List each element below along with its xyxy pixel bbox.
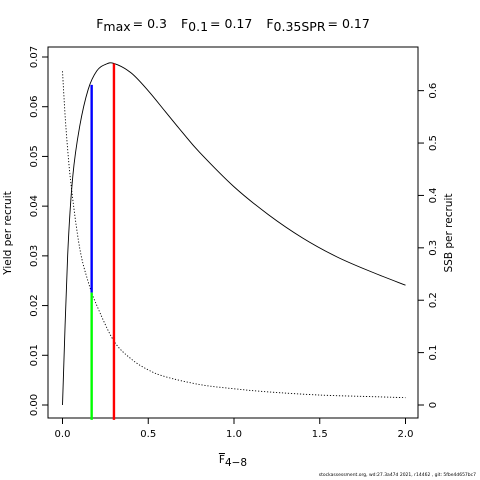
y-axis-left: 0.00 0.01 0.02 0.03 0.04 0.05 0.06 0.07 [29,46,48,416]
chart-title: Fmax = 0.3 F0.1 = 0.17 F0.35SPR = 0.17 [96,16,370,34]
x-tick-label: 1.0 [226,429,242,440]
plot-area [47,46,419,420]
y-right-tick-label: 0.2 [428,292,439,308]
x-tick-label: 1.5 [312,429,328,440]
title-subscript: max [103,19,130,34]
x-label-subscript: 4−8 [225,457,247,469]
x-axis: 0.0 0.5 1.0 1.5 2.0 [55,418,414,440]
title-value: = 0.3 [133,16,167,31]
x-tick-label: 2.0 [398,429,414,440]
y-right-tick-label: 0.3 [428,240,439,256]
yield-per-recruit-line [62,62,406,406]
y-left-tick-label: 0.03 [29,245,40,267]
x-tick-label: 0.0 [55,429,71,440]
title-value: = 0.17 [210,16,252,31]
y-axis-right: 0 0.1 0.2 0.3 0.4 0.5 0.6 [418,83,439,408]
y-left-tick-label: 0.01 [29,344,40,366]
y-axis-label-right: SSB per recruit [443,194,455,273]
title-part: F [181,16,188,31]
y-right-tick-label: 0 [428,402,439,408]
y-left-tick-label: 0.00 [29,394,40,416]
plot-frame [47,46,419,419]
y-right-tick-label: 0.4 [428,187,439,203]
x-tick-label: 0.5 [140,429,156,440]
y-axis-label-left: Yield per recruit [2,191,14,275]
y-left-tick-label: 0.04 [29,195,40,217]
x-axis-label: F4−8 [219,454,247,469]
title-value: = 0.17 [328,16,370,31]
y-left-tick-label: 0.06 [29,96,40,118]
footer-text: stockassessment.org, wd:27.3a47d 2021, r… [318,473,476,478]
title-subscript: 0.35SPR [274,19,326,34]
y-right-tick-label: 0.5 [428,135,439,151]
y-left-tick-label: 0.02 [29,294,40,316]
title-part: F [96,16,103,31]
title-subscript: 0.1 [188,19,208,34]
y-left-tick-label: 0.07 [29,46,40,68]
y-right-tick-label: 0.6 [428,83,439,99]
y-right-tick-label: 0.1 [428,345,439,361]
x-label-base: F [219,454,225,466]
title-part: F [266,16,273,31]
y-left-tick-label: 0.05 [29,145,40,167]
ssb-per-recruit-line [62,71,406,399]
